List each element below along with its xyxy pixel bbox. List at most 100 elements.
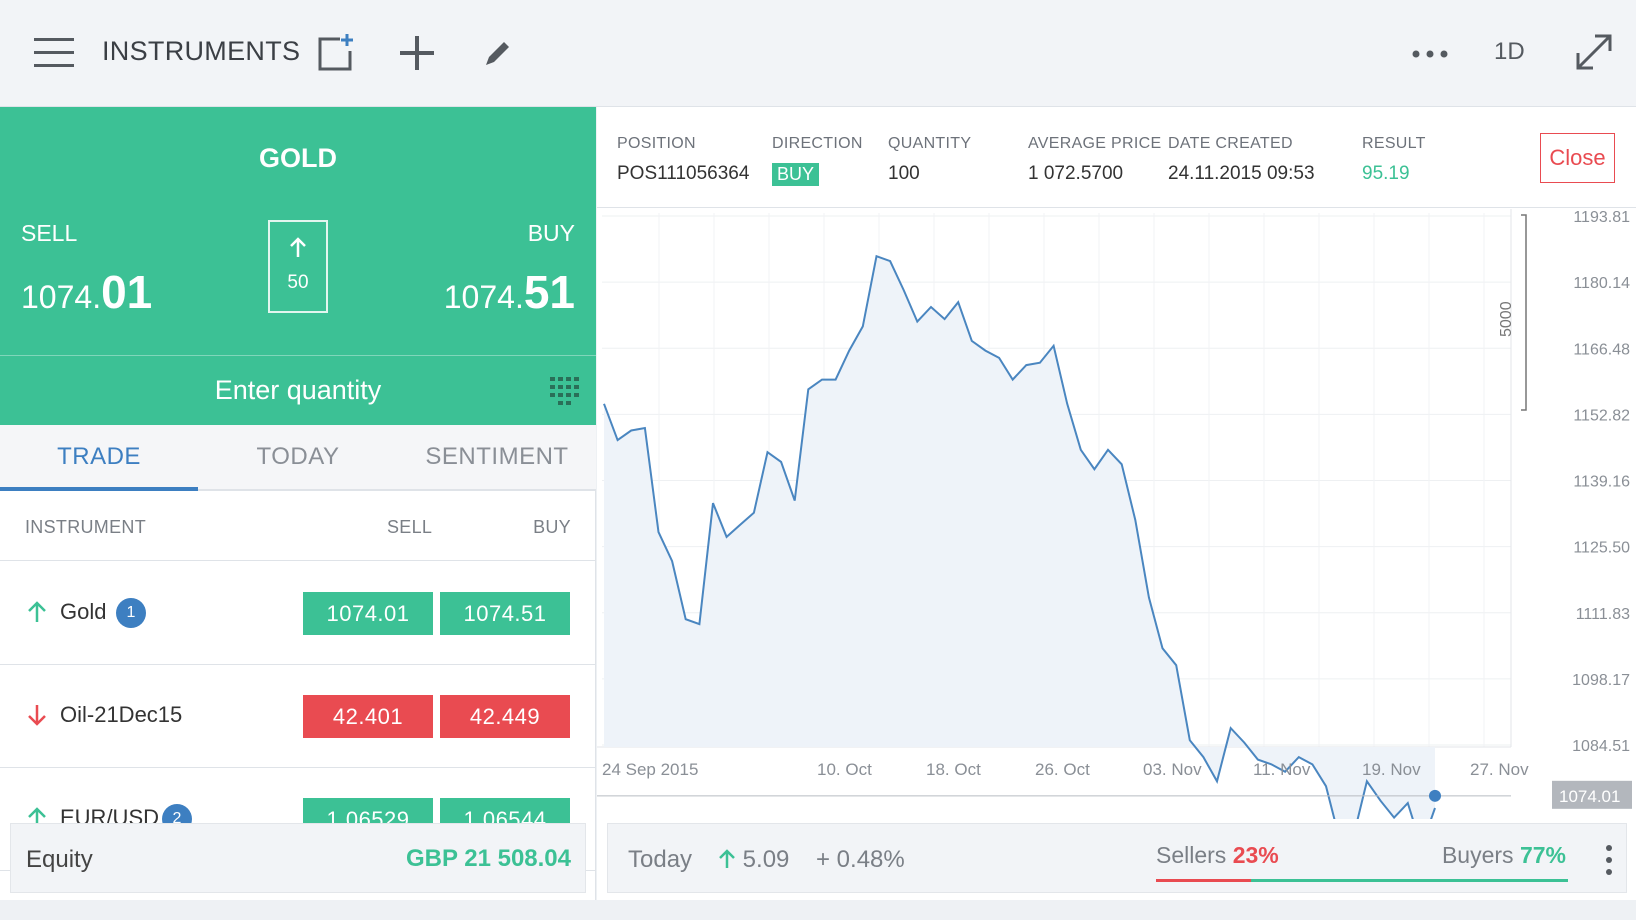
- position-count-badge: 1: [116, 598, 146, 628]
- sell-price[interactable]: 1074.01: [21, 265, 152, 319]
- buyers-label: Buyers 77%: [1442, 842, 1566, 869]
- x-tick-label: 03. Nov: [1143, 760, 1202, 779]
- x-tick-label: 24 Sep 2015: [602, 760, 698, 779]
- pencil-icon[interactable]: [481, 36, 515, 70]
- top-bar: INSTRUMENTS 1D: [0, 0, 1636, 107]
- today-label: Today: [628, 846, 693, 873]
- quantity-label: QUANTITY: [888, 135, 972, 152]
- header-instrument: INSTRUMENT: [25, 517, 146, 537]
- x-tick-label: 19. Nov: [1362, 760, 1421, 779]
- y-tick-label: 1180.14: [1573, 275, 1630, 292]
- price-chart[interactable]: 1193.81 1180.14 1166.48 1152.82 1139.16 1125.…: [597, 209, 1636, 850]
- expand-icon[interactable]: [1574, 32, 1614, 72]
- header-sell: SELL: [387, 517, 433, 537]
- trade-ticket: GOLD SELL 1074.01 50 BUY 1074.51 Enter q…: [0, 107, 596, 425]
- current-price-label: 1074.01: [1559, 787, 1620, 806]
- keypad-icon[interactable]: [550, 377, 580, 405]
- sentiment-ratio-bar: [1156, 879, 1568, 882]
- arrow-down-icon: [28, 705, 46, 726]
- quantity-value: 100: [888, 163, 920, 184]
- date-created-label: DATE CREATED: [1168, 135, 1293, 152]
- equity-value: GBP 21 508.04: [405, 845, 571, 872]
- date-created-value: 24.11.2015 09:53: [1168, 163, 1315, 184]
- instrument-list: Gold 1 1074.01 1074.51 Oil-21Dec15 42.40…: [0, 562, 596, 920]
- y-tick-label: 1193.81: [1573, 209, 1630, 226]
- spread-value: 50: [287, 272, 309, 293]
- equity-bar: Equity GBP 21 508.04: [10, 823, 586, 893]
- buy-price-big: 51: [523, 266, 575, 318]
- result-label: RESULT: [1362, 135, 1426, 152]
- x-tick-label: 26. Oct: [1035, 760, 1090, 779]
- position-value: POS111056364: [617, 163, 750, 184]
- more-icon[interactable]: [1410, 40, 1450, 68]
- y-tick-label: 1084.51: [1572, 738, 1630, 755]
- sellers-percent: 23%: [1232, 842, 1279, 868]
- table-row[interactable]: Oil-21Dec15 42.401 42.449: [0, 665, 596, 768]
- direction-label: DIRECTION: [772, 135, 863, 152]
- price-area: [604, 256, 1435, 847]
- table-header: INSTRUMENT SELL BUY: [0, 493, 596, 561]
- spread-box: 50: [268, 220, 328, 313]
- arrow-up-icon: [719, 849, 735, 868]
- quantity-input[interactable]: Enter quantity: [214, 375, 382, 405]
- current-price-label-bg: [1552, 780, 1632, 809]
- position-summary: POSITION POS111056364 DIRECTION BUY QUAN…: [597, 107, 1636, 208]
- tab-sentiment[interactable]: SENTIMENT: [425, 443, 569, 470]
- buy-price-main: 1074.: [443, 279, 524, 315]
- menu-icon[interactable]: [32, 34, 76, 72]
- add-watchlist-icon[interactable]: [315, 32, 357, 74]
- result-value: 95.19: [1362, 163, 1410, 184]
- tab-trade[interactable]: TRADE: [0, 425, 198, 491]
- buyers-percent: 77%: [1519, 842, 1566, 868]
- x-tick-label: 27. Nov: [1470, 760, 1529, 779]
- direction-badge: BUY: [772, 163, 820, 186]
- close-position-button[interactable]: Close: [1540, 133, 1615, 183]
- x-tick-label: 11. Nov: [1253, 760, 1311, 779]
- position-label: POSITION: [617, 135, 696, 152]
- sell-label: SELL: [21, 220, 78, 246]
- y-tick-label: 1098.17: [1572, 672, 1630, 689]
- header-buy: BUY: [533, 517, 571, 537]
- sellers-ratio-fill: [1156, 879, 1251, 882]
- sell-price-big: 01: [101, 266, 153, 318]
- x-tick-label: 10. Oct: [817, 760, 872, 779]
- buy-price-button[interactable]: 1074.51: [440, 592, 570, 635]
- change-absolute: 5.09: [718, 846, 789, 874]
- buy-price[interactable]: 1074.51: [444, 265, 575, 319]
- right-panel: POSITION POS111056364 DIRECTION BUY QUAN…: [597, 107, 1636, 900]
- y-tick-label: 1139.16: [1573, 474, 1630, 491]
- plus-icon[interactable]: [398, 34, 436, 72]
- y-tick-label: 1125.50: [1573, 540, 1630, 557]
- period-selector[interactable]: 1D: [1494, 38, 1525, 65]
- buy-label: BUY: [527, 220, 575, 246]
- change-percent: + 0.48%: [816, 846, 905, 873]
- tab-today[interactable]: TODAY: [256, 443, 340, 470]
- ticket-divider: [0, 355, 596, 356]
- price-chart-svg[interactable]: 1193.81 1180.14 1166.48 1152.82 1139.16 1125.…: [597, 209, 1636, 850]
- x-tick-label: 18. Oct: [926, 760, 981, 779]
- instrument-name: Oil-21Dec15: [60, 702, 183, 727]
- tab-bar: TRADE TODAY SENTIMENT: [0, 425, 596, 491]
- y-tick-label: 1166.48: [1573, 341, 1630, 358]
- y-tick-label: 1111.83: [1576, 606, 1630, 623]
- sentiment-bar: Today 5.09 + 0.48% Sellers 23% Buyers 77…: [607, 823, 1627, 893]
- arrow-up-icon: [290, 237, 306, 257]
- instrument-name: Gold: [60, 599, 107, 624]
- table-row[interactable]: Gold 1 1074.01 1074.51: [0, 562, 596, 665]
- more-vertical-icon[interactable]: [1604, 844, 1614, 876]
- average-price-label: AVERAGE PRICE: [1028, 135, 1162, 152]
- equity-label: Equity: [26, 846, 93, 873]
- page-title: INSTRUMENTS: [102, 36, 301, 66]
- average-price-value: 1 072.5700: [1028, 163, 1124, 184]
- arrow-up-icon: [28, 601, 46, 622]
- sell-price-button[interactable]: 42.401: [303, 695, 433, 738]
- sell-price-button[interactable]: 1074.01: [303, 592, 433, 635]
- buy-price-button[interactable]: 42.449: [440, 695, 570, 738]
- sellers-text: Sellers: [1156, 842, 1227, 868]
- sellers-label: Sellers 23%: [1156, 842, 1279, 869]
- y-tick-label: 1152.82: [1573, 407, 1630, 424]
- scale-label: 5000: [1498, 301, 1515, 337]
- current-price-marker: [1429, 789, 1441, 802]
- sell-price-main: 1074.: [21, 279, 102, 315]
- ticket-instrument-name: GOLD: [259, 143, 337, 173]
